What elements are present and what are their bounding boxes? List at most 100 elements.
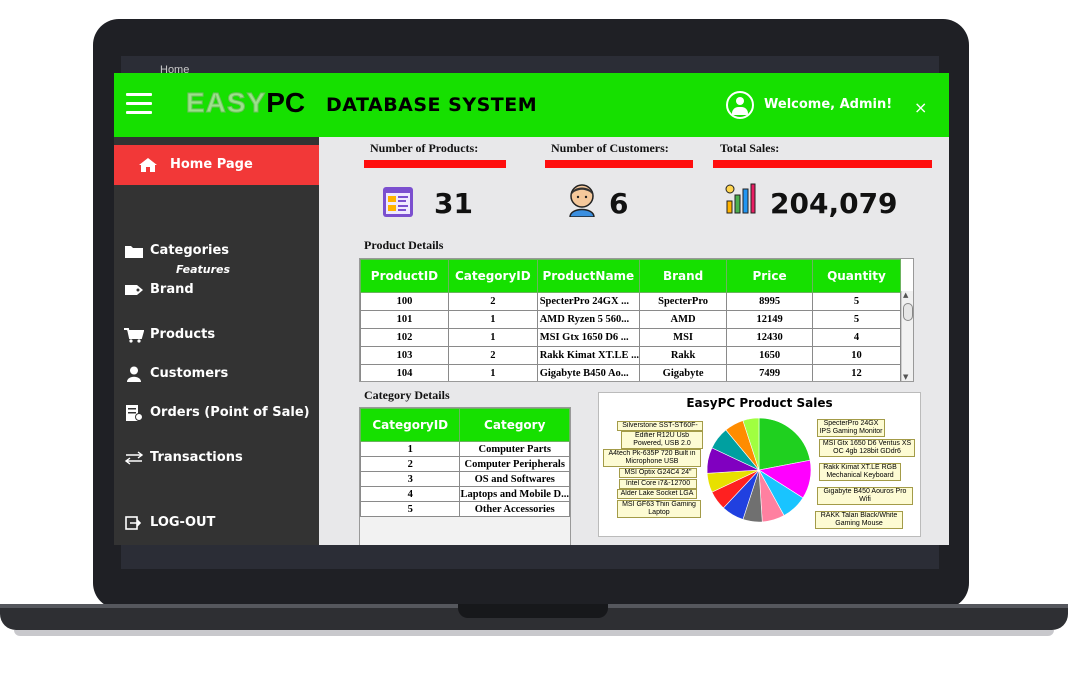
features-heading: Features bbox=[176, 263, 231, 276]
logo-pc-text: PC bbox=[266, 87, 306, 118]
scroll-down-icon[interactable]: ▼ bbox=[903, 373, 909, 381]
product-table-header: ProductID CategoryID ProductName Brand P… bbox=[360, 259, 902, 293]
table-cell: 8995 bbox=[726, 292, 813, 311]
laptop-shadow bbox=[14, 630, 1054, 636]
transfer-icon bbox=[124, 451, 144, 465]
table-cell: OS and Softwares bbox=[459, 471, 570, 487]
sales-chart-icon bbox=[725, 183, 756, 214]
sidebar-item-products[interactable]: Products bbox=[114, 315, 319, 355]
customers-count-value: 6 bbox=[609, 187, 629, 220]
sidebar-item-label: Orders (Point of Sale) bbox=[150, 405, 310, 420]
close-icon[interactable]: × bbox=[914, 98, 928, 117]
total-sales-bar bbox=[713, 160, 932, 168]
app-title: DATABASE SYSTEM bbox=[326, 94, 538, 116]
sidebar: Home Page Features Categories Brand Prod… bbox=[114, 137, 319, 545]
table-cell: 100 bbox=[360, 292, 449, 311]
table-cell: Other Accessories bbox=[459, 501, 570, 517]
category-table-header: CategoryID Category bbox=[360, 408, 570, 442]
column-header[interactable]: ProductName bbox=[536, 259, 640, 293]
product-details-title: Product Details bbox=[364, 238, 444, 252]
sidebar-item-label: LOG-OUT bbox=[150, 515, 216, 530]
product-table: ProductID CategoryID ProductName Brand P… bbox=[360, 259, 902, 381]
table-cell: 10 bbox=[811, 346, 902, 365]
home-icon bbox=[139, 158, 157, 172]
table-row[interactable]: 103 2 Rakk Kimat XT.LE ... Rakk 1650 10 bbox=[360, 346, 902, 365]
table-cell: 1 bbox=[447, 310, 538, 329]
pie-label: Alder Lake Socket LGA bbox=[617, 489, 697, 499]
table-cell: Gigabyte bbox=[638, 364, 728, 381]
app-header: EASYPC DATABASE SYSTEM Welcome, Admin! × bbox=[114, 73, 949, 137]
table-cell: 3 bbox=[360, 471, 461, 487]
sidebar-item-label: Brand bbox=[150, 282, 194, 297]
user-avatar-icon bbox=[726, 91, 754, 119]
scroll-thumb[interactable] bbox=[903, 303, 913, 321]
pie-label: MSI Optix G24C4 24" bbox=[619, 468, 697, 478]
app-window: EASYPC DATABASE SYSTEM Welcome, Admin! ×… bbox=[114, 73, 949, 545]
products-count-label: Number of Products: bbox=[370, 141, 479, 155]
table-cell: 1 bbox=[447, 364, 538, 381]
table-cell: 1650 bbox=[726, 346, 813, 365]
sidebar-item-label: Products bbox=[150, 327, 216, 342]
table-row[interactable]: 5 Other Accessories bbox=[360, 501, 570, 517]
pie-label: Rakk Kimat XT.LE RGB Mechanical Keyboard bbox=[819, 463, 901, 481]
scroll-up-icon[interactable]: ▲ bbox=[903, 291, 909, 299]
table-cell: 2 bbox=[447, 346, 538, 365]
customer-avatar-icon bbox=[569, 184, 595, 217]
sidebar-item-label: Home Page bbox=[170, 157, 253, 172]
table-cell: 103 bbox=[360, 346, 449, 365]
folder-icon bbox=[125, 246, 143, 258]
pie-label: A4tech Pk-635P 720 Built in Microphone U… bbox=[603, 449, 701, 467]
table-row[interactable]: 1 Computer Parts bbox=[360, 441, 570, 457]
tag-icon bbox=[125, 285, 143, 295]
category-details-grid[interactable]: CategoryID Category 1 Computer Parts 2 C… bbox=[359, 407, 571, 545]
sidebar-item-transactions[interactable]: Transactions bbox=[114, 438, 319, 478]
table-cell: Computer Peripherals bbox=[459, 456, 570, 472]
logout-icon bbox=[125, 516, 142, 530]
table-row[interactable]: 2 Computer Peripherals bbox=[360, 456, 570, 472]
sidebar-item-home[interactable]: Home Page bbox=[114, 145, 319, 185]
column-header[interactable]: ProductID bbox=[360, 259, 449, 293]
receipt-icon bbox=[126, 405, 143, 421]
table-cell: MSI bbox=[638, 328, 728, 347]
table-row[interactable]: 102 1 MSI Gtx 1650 D6 ... MSI 12430 4 bbox=[360, 328, 902, 347]
table-cell: 12149 bbox=[726, 310, 813, 329]
pie-label: RAKK Talan Black/White Gaming Mouse bbox=[815, 511, 903, 529]
table-cell: 2 bbox=[447, 292, 538, 311]
sidebar-item-brand[interactable]: Brand bbox=[114, 270, 319, 310]
table-cell: 5 bbox=[360, 501, 461, 517]
app-logo: EASYPC bbox=[185, 87, 306, 119]
user-icon bbox=[127, 366, 141, 382]
table-row[interactable]: 3 OS and Softwares bbox=[360, 471, 570, 487]
table-cell: Laptops and Mobile D... bbox=[459, 486, 570, 502]
column-header[interactable]: CategoryID bbox=[360, 408, 461, 442]
sidebar-item-customers[interactable]: Customers bbox=[114, 354, 319, 394]
product-details-grid[interactable]: ProductID CategoryID ProductName Brand P… bbox=[359, 258, 914, 382]
table-row[interactable]: 101 1 AMD Ryzen 5 560... AMD 12149 5 bbox=[360, 310, 902, 329]
table-row[interactable]: 104 1 Gigabyte B450 Ao... Gigabyte 7499 … bbox=[360, 364, 902, 381]
table-cell: AMD Ryzen 5 560... bbox=[536, 310, 640, 329]
column-header[interactable]: Brand bbox=[638, 259, 728, 293]
table-cell: 7499 bbox=[726, 364, 813, 381]
table-row[interactable]: 100 2 SpecterPro 24GX ... SpecterPro 899… bbox=[360, 292, 902, 311]
table-cell: 5 bbox=[811, 310, 902, 329]
column-header[interactable]: Price bbox=[726, 259, 813, 293]
sales-pie-chart: EasyPC Product Sales Silverstone SST-ST6… bbox=[598, 392, 921, 537]
table-cell: 102 bbox=[360, 328, 449, 347]
menu-icon[interactable] bbox=[126, 93, 152, 115]
product-list-icon bbox=[383, 187, 413, 217]
table-cell: 12 bbox=[811, 364, 902, 381]
column-header[interactable]: Category bbox=[459, 408, 570, 442]
sidebar-item-categories[interactable]: Categories bbox=[114, 231, 319, 271]
column-header[interactable]: CategoryID bbox=[447, 259, 538, 293]
products-count-bar bbox=[364, 160, 506, 168]
pie-label: Silverstone SST-ST60F-ES bbox=[617, 421, 703, 431]
vertical-scrollbar[interactable]: ▲ ▼ bbox=[901, 291, 913, 381]
table-row[interactable]: 4 Laptops and Mobile D... bbox=[360, 486, 570, 502]
column-header[interactable]: Quantity bbox=[811, 259, 902, 293]
sidebar-item-logout[interactable]: LOG-OUT bbox=[114, 503, 319, 543]
sidebar-item-orders[interactable]: Orders (Point of Sale) bbox=[114, 393, 319, 433]
table-cell: SpecterPro bbox=[638, 292, 728, 311]
logo-easy-text: EASY bbox=[185, 87, 267, 119]
table-cell: 101 bbox=[360, 310, 449, 329]
table-cell: MSI Gtx 1650 D6 ... bbox=[536, 328, 640, 347]
